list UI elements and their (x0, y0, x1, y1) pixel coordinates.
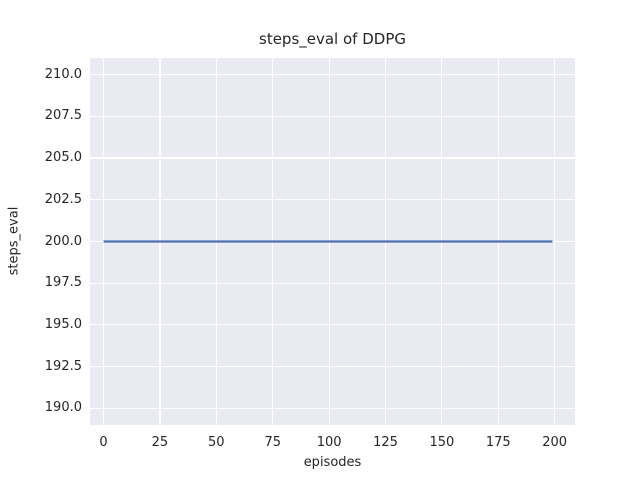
y-tick-label: 200.0 (44, 233, 82, 249)
gridline-horizontal (90, 115, 575, 117)
y-axis-label: steps_eval (6, 206, 22, 276)
gridline-horizontal (90, 366, 575, 368)
series-plot (103, 240, 553, 243)
gridline-horizontal (90, 324, 575, 326)
x-tick-label: 50 (208, 435, 225, 450)
y-tick-label: 197.5 (44, 275, 82, 291)
gridline-vertical (554, 58, 556, 425)
x-tick-label: 125 (373, 435, 398, 450)
x-tick-label: 75 (264, 435, 281, 450)
gridline-horizontal (90, 199, 575, 201)
gridline-horizontal (90, 407, 575, 409)
x-tick-label: 200 (542, 435, 568, 450)
y-tick-label: 207.5 (44, 108, 82, 124)
y-tick-label: 190.0 (44, 400, 82, 416)
gridline-horizontal (90, 157, 575, 159)
y-tick-label: 202.5 (44, 191, 82, 207)
x-axis-label: episodes (303, 455, 362, 470)
y-tick-label: 205.0 (44, 150, 82, 166)
x-tick-label: 0 (99, 435, 108, 450)
chart-title: steps_eval of DDPG (259, 30, 406, 48)
y-tick-label: 195.0 (44, 316, 82, 332)
gridline-vertical (102, 58, 105, 425)
y-tick-label: 210.0 (44, 66, 82, 82)
x-tick-label: 175 (485, 435, 511, 450)
plot-area (90, 58, 575, 425)
gridline-horizontal (90, 282, 575, 284)
x-tick-label: 100 (316, 435, 342, 450)
x-tick-label: 150 (429, 435, 455, 450)
gridline-horizontal (90, 74, 575, 76)
x-tick-label: 25 (151, 435, 169, 450)
y-tick-label: 192.5 (44, 358, 82, 374)
